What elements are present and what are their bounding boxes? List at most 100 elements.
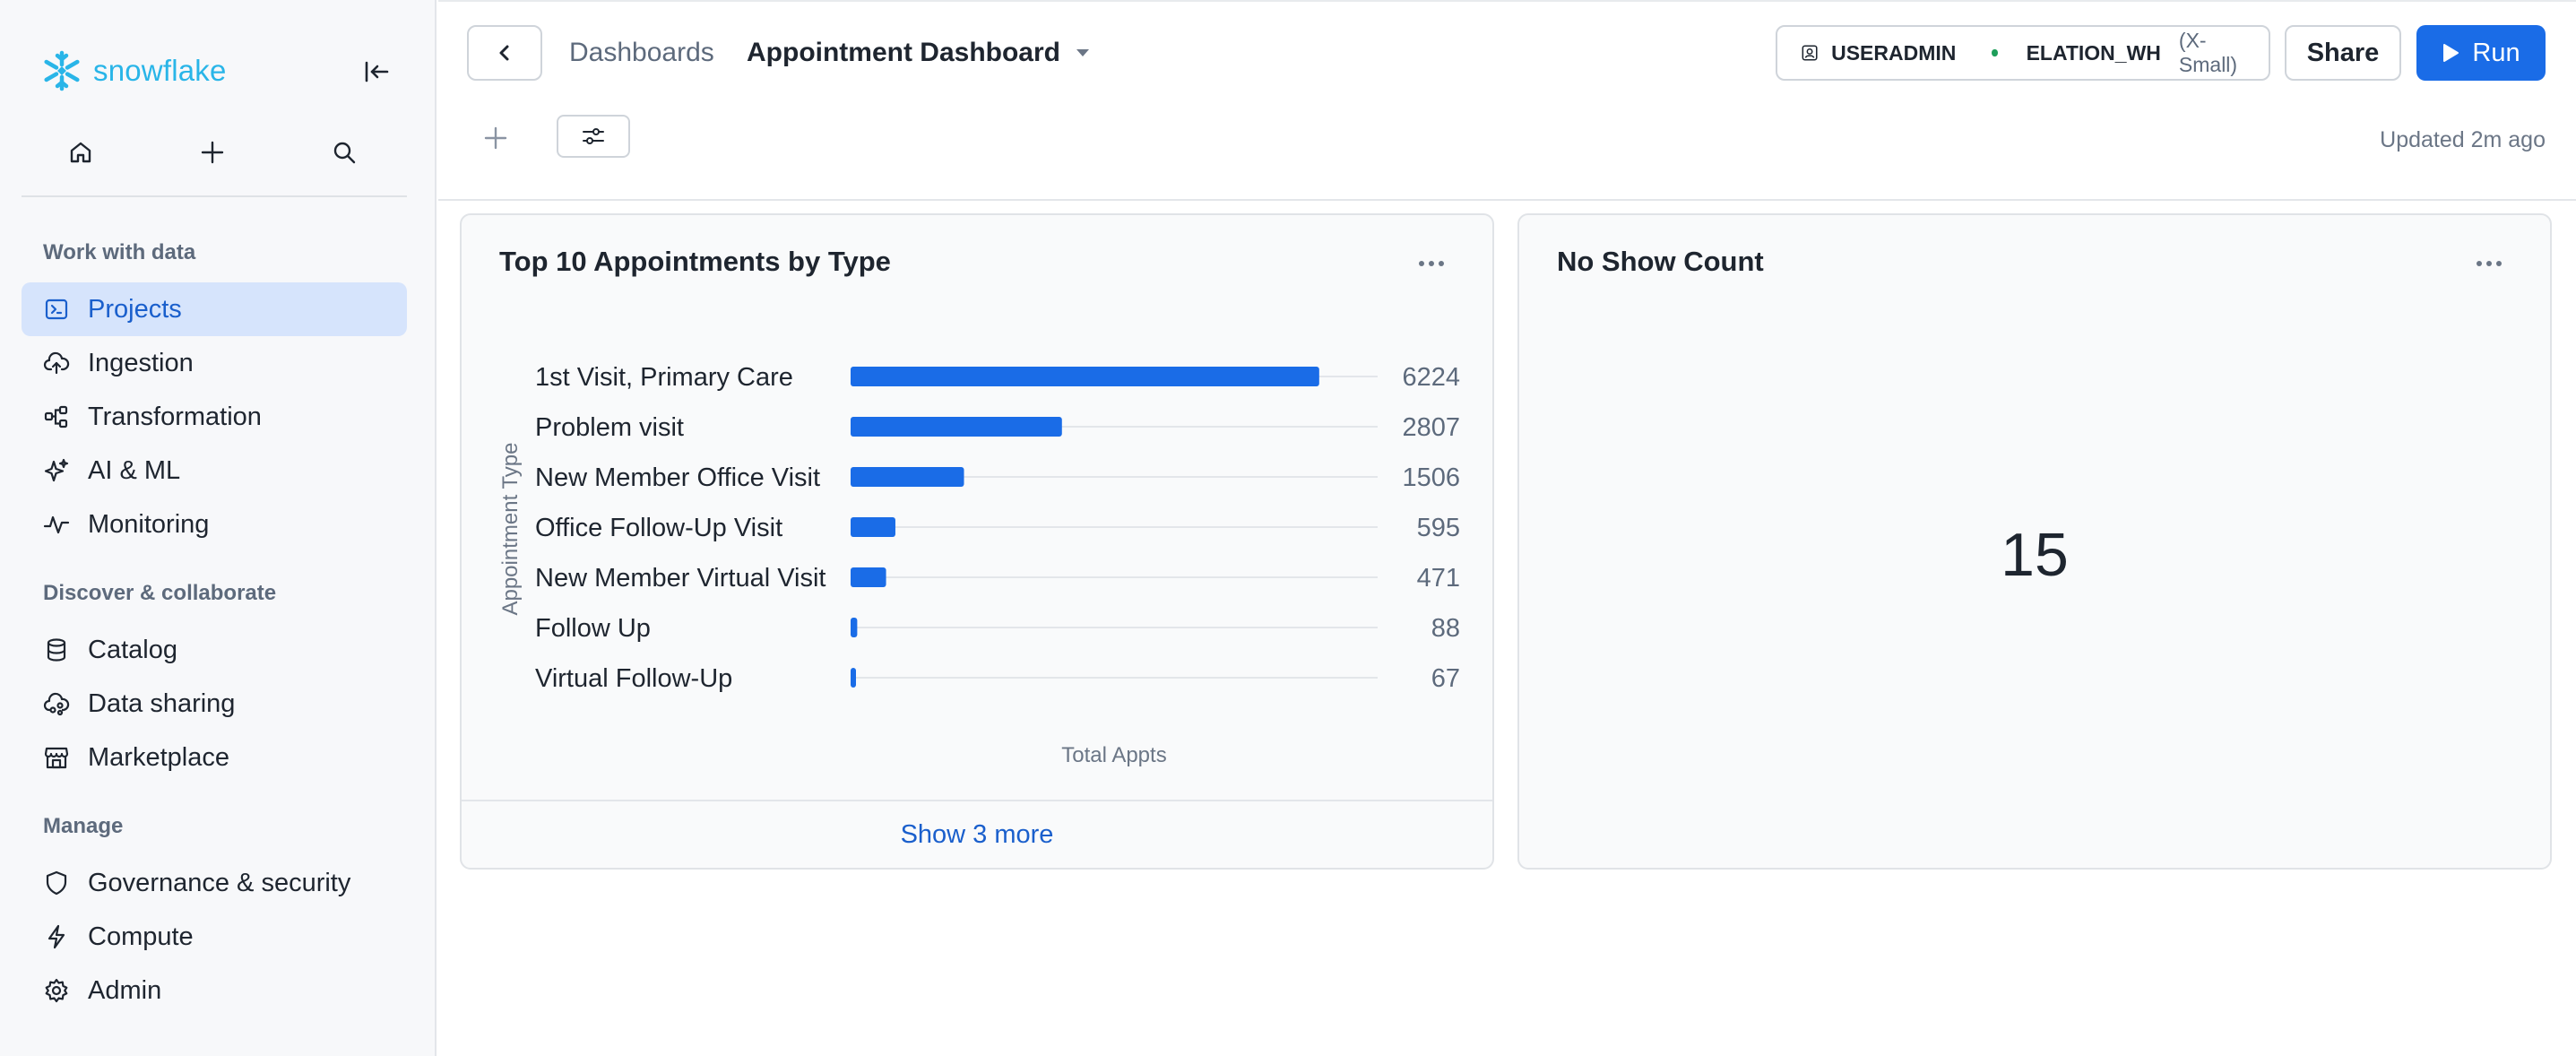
share-icon [43, 690, 70, 717]
updated-timestamp: Updated 2m ago [2380, 127, 2546, 152]
bar [851, 367, 1319, 386]
sidebar: snowflake Work with data [0, 0, 437, 1056]
sidebar-item-data-sharing[interactable]: Data sharing [22, 677, 407, 731]
tile-title: No Show Count [1557, 246, 1764, 277]
category-label: Follow Up [535, 614, 651, 643]
main-content: Dashboards Appointment Dashboard USERADM… [438, 0, 2576, 1056]
shield-icon [43, 870, 70, 896]
data-label: 595 [1417, 514, 1460, 542]
category-label: New Member Virtual Visit [535, 564, 826, 593]
tile-menu-button[interactable] [1413, 246, 1449, 281]
quick-actions [22, 126, 398, 179]
database-icon [43, 636, 70, 663]
no-show-count-tile: No Show Count 15 [1517, 213, 2552, 870]
collapse-sidebar-button[interactable] [359, 54, 394, 90]
store-icon [43, 744, 70, 771]
caret-down-icon [1076, 49, 1089, 56]
data-label: 67 [1431, 664, 1460, 693]
gear-icon [43, 977, 70, 1004]
sidebar-item-label: Data sharing [88, 688, 236, 718]
lightning-icon [43, 923, 70, 950]
sidebar-item-label: Compute [88, 922, 194, 951]
context-selector[interactable]: USERADMIN ELATION_WH (X-Small) [1776, 25, 2270, 81]
more-icon [2477, 261, 2502, 266]
run-label: Run [2472, 38, 2520, 67]
role-name: USERADMIN [1831, 40, 1957, 65]
warehouse-status-dot [1992, 49, 1998, 56]
bar [851, 618, 858, 637]
bar [851, 517, 895, 537]
sliders-icon [583, 128, 604, 144]
tile-menu-button[interactable] [2471, 246, 2507, 281]
tile-title: Top 10 Appointments by Type [499, 246, 891, 277]
play-icon [2443, 44, 2459, 62]
chevron-left-icon [499, 45, 509, 61]
search-button[interactable] [323, 131, 366, 174]
category-label: 1st Visit, Primary Care [535, 363, 793, 392]
sidebar-item-compute[interactable]: Compute [22, 910, 407, 964]
sidebar-item-catalog[interactable]: Catalog [22, 623, 407, 677]
sidebar-divider [22, 195, 407, 197]
data-label: 2807 [1402, 413, 1460, 442]
data-label: 6224 [1402, 363, 1460, 392]
bar [851, 668, 856, 688]
section-work-with-data: Work with data [43, 240, 196, 264]
kpi-value: 15 [2001, 521, 2069, 589]
breadcrumb-dashboards[interactable]: Dashboards [569, 38, 714, 67]
sidebar-item-projects[interactable]: Projects [22, 282, 407, 336]
plus-icon [201, 141, 224, 164]
sidebar-item-label: Monitoring [88, 509, 210, 539]
sidebar-item-label: Governance & security [88, 868, 351, 897]
brand-name: snowflake [93, 54, 227, 87]
add-tile-button[interactable] [474, 117, 517, 160]
bar [851, 567, 886, 587]
toolbar-divider [438, 199, 2576, 201]
more-icon [1419, 261, 1444, 266]
snowflake-logo[interactable]: snowflake [39, 48, 227, 93]
sidebar-item-label: Ingestion [88, 348, 194, 377]
category-label: Virtual Follow-Up [535, 664, 732, 693]
run-button[interactable]: Run [2416, 25, 2546, 81]
show-more-link[interactable]: Show 3 more [900, 819, 1054, 849]
sparkle-icon [43, 457, 70, 484]
back-button[interactable] [467, 25, 542, 81]
warehouse-name: ELATION_WH [2026, 40, 2161, 65]
sidebar-item-label: Marketplace [88, 742, 229, 772]
sidebar-item-admin[interactable]: Admin [22, 964, 407, 1017]
home-button[interactable] [59, 131, 102, 174]
bar [851, 467, 964, 487]
sidebar-item-governance-security[interactable]: Governance & security [22, 856, 407, 910]
dashboard-title-dropdown[interactable]: Appointment Dashboard [747, 38, 1091, 68]
category-label: New Member Office Visit [535, 463, 820, 492]
section-manage: Manage [43, 814, 124, 838]
category-label: Problem visit [535, 413, 684, 442]
appointments-by-type-tile: Top 10 Appointments by Type 1st Visit, P… [460, 213, 1494, 870]
sidebar-item-monitoring[interactable]: Monitoring [22, 498, 407, 551]
collapse-icon [365, 61, 389, 82]
sidebar-item-ingestion[interactable]: Ingestion [22, 336, 407, 390]
search-icon [333, 142, 356, 164]
sidebar-item-label: Admin [88, 975, 162, 1005]
home-icon [70, 142, 91, 163]
sidebar-item-ai-ml[interactable]: AI & ML [22, 444, 407, 498]
sidebar-item-label: AI & ML [88, 455, 181, 485]
snowflake-icon [44, 50, 80, 91]
sidebar-item-marketplace[interactable]: Marketplace [22, 731, 407, 784]
share-button[interactable]: Share [2285, 25, 2401, 81]
x-axis-label: Total Appts [1061, 743, 1166, 767]
page-title: Appointment Dashboard [747, 38, 1060, 67]
plus-icon [484, 126, 507, 150]
user-role-icon [1802, 45, 1818, 61]
section-discover-collaborate: Discover & collaborate [43, 581, 277, 605]
sidebar-item-label: Transformation [88, 402, 262, 431]
projects-icon [43, 296, 70, 323]
transformation-icon [43, 403, 70, 430]
tile-footer: Show 3 more [462, 800, 1492, 868]
sidebar-item-transformation[interactable]: Transformation [22, 390, 407, 444]
create-button[interactable] [191, 131, 234, 174]
filter-settings-button[interactable] [557, 115, 630, 158]
sidebar-item-label: Projects [88, 294, 182, 324]
y-axis-label: Appointment Type [498, 442, 523, 615]
data-label: 471 [1417, 564, 1460, 593]
cloud-upload-icon [43, 350, 70, 377]
